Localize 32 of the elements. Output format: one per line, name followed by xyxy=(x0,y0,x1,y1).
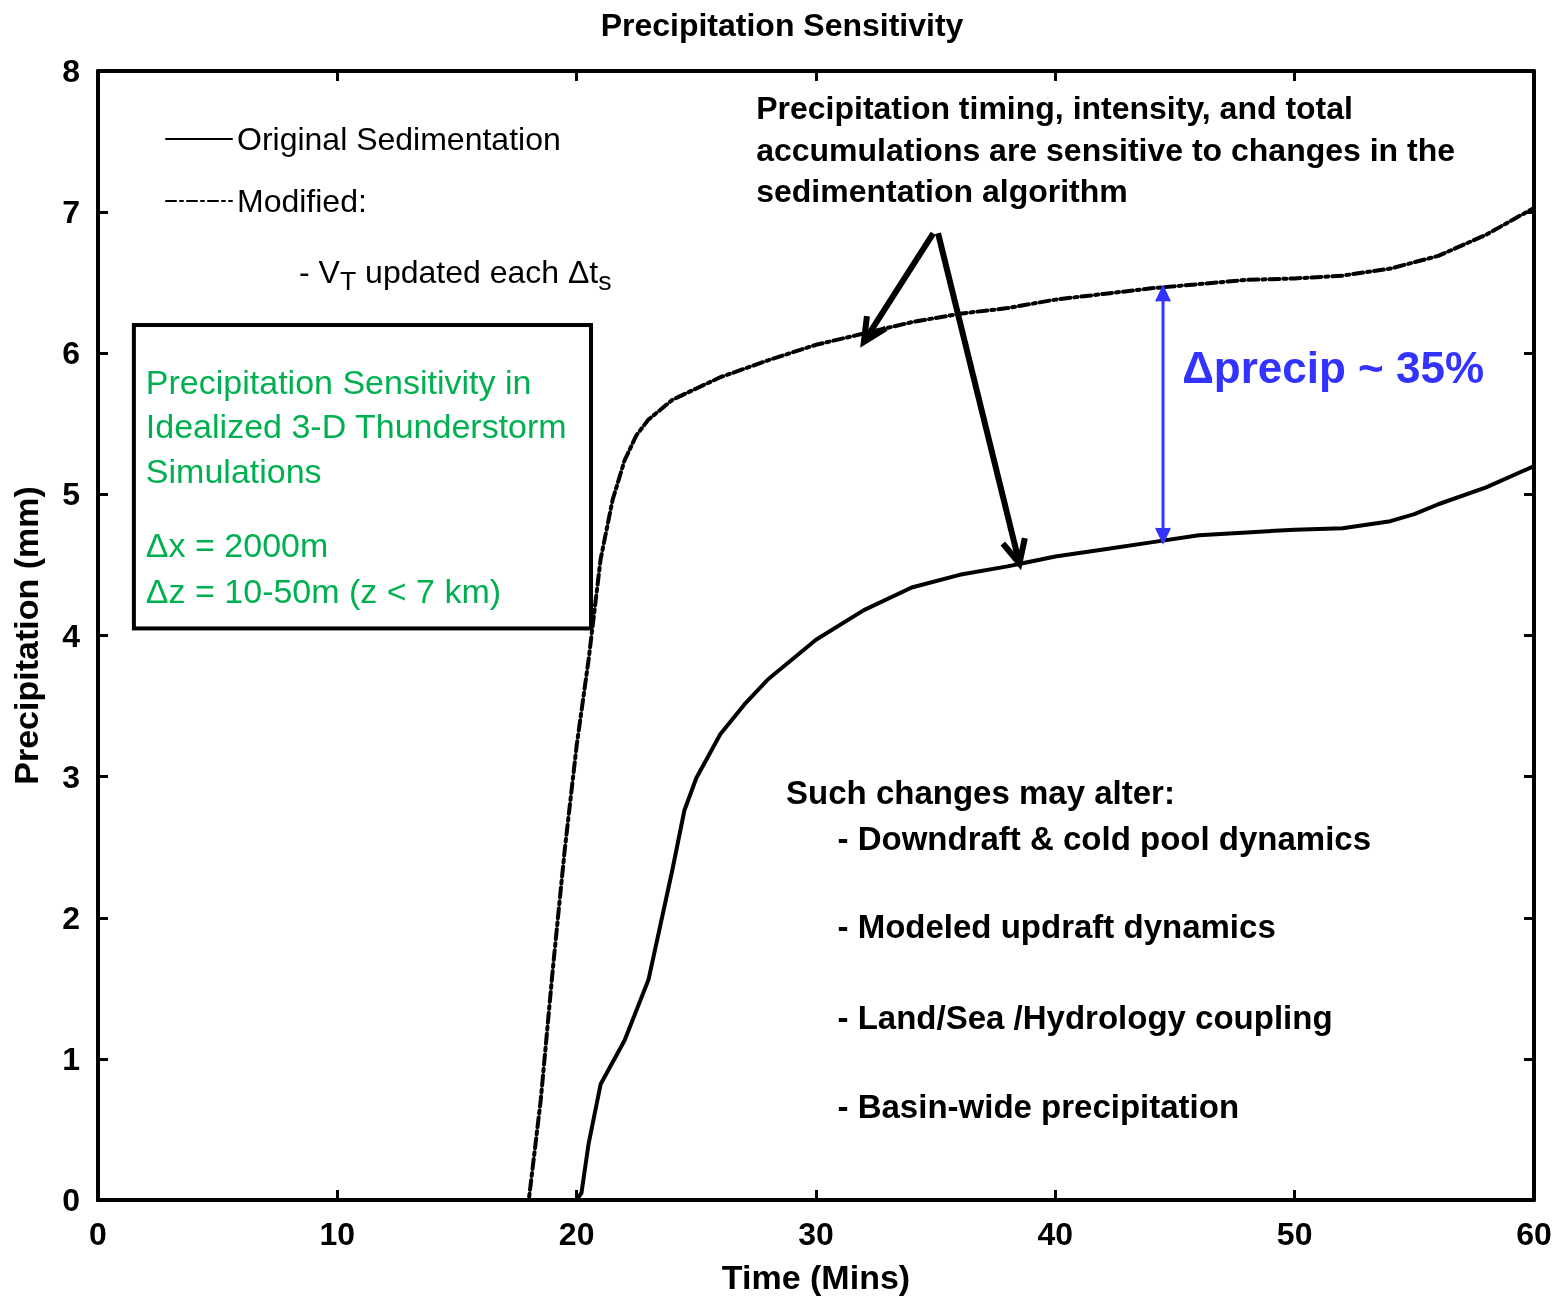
annotation: Δprecip ~ 35% xyxy=(1182,342,1485,395)
y-tick-label: 0 xyxy=(62,1182,80,1218)
x-tick-label: 30 xyxy=(798,1216,834,1252)
x-tick-label: 50 xyxy=(1276,1216,1313,1252)
y-tick-label: 4 xyxy=(62,617,81,654)
annotation: - Downdraft & cold pool dynamics xyxy=(837,818,1372,859)
y-tick-label: 5 xyxy=(62,476,80,513)
x-tick-label: 20 xyxy=(558,1216,595,1252)
x-tick-label: 0 xyxy=(89,1216,107,1252)
x-tick-label: 60 xyxy=(1516,1216,1552,1252)
x-tick-label: 40 xyxy=(1037,1216,1074,1252)
annotation: - V$_{T}$ updated each Δt$_{s}$ xyxy=(299,252,612,298)
y-tick-label: 2 xyxy=(62,899,80,936)
legend-label: Modified: xyxy=(237,183,367,219)
annotation: Precipitation timing, intensity, and total accumulations are sensitive to changes in the sedimentation algorithm xyxy=(756,88,1457,212)
x-axis-title: Time (Mins) xyxy=(721,1258,911,1296)
y-axis-title: Precipitation (mm) xyxy=(7,486,45,785)
annotation: - Modeled updraft dynamics xyxy=(837,907,1276,948)
legend-label: Original Sedimentation xyxy=(237,121,561,157)
annotation: Δz = 10-50m (z < 7 km) xyxy=(145,571,502,613)
annotation: - Land/Sea /Hydrology coupling xyxy=(837,997,1333,1038)
annotation: Precipitation Sensitivity in Idealized 3-D Thunderstorm Simulations xyxy=(145,362,568,492)
y-tick-label: 3 xyxy=(62,758,80,795)
annotation: Such changes may alter: xyxy=(786,773,1175,814)
annotation: - Basin-wide precipitation xyxy=(837,1086,1240,1127)
annotation: Δx = 2000m xyxy=(145,524,329,566)
y-tick-label: 7 xyxy=(62,194,80,231)
y-tick-label: 1 xyxy=(62,1040,80,1077)
y-tick-label: 6 xyxy=(62,335,80,372)
chart-title: Precipitation Sensitivity xyxy=(600,7,964,43)
y-tick-label: 8 xyxy=(62,53,80,89)
x-tick-label: 10 xyxy=(319,1216,356,1252)
